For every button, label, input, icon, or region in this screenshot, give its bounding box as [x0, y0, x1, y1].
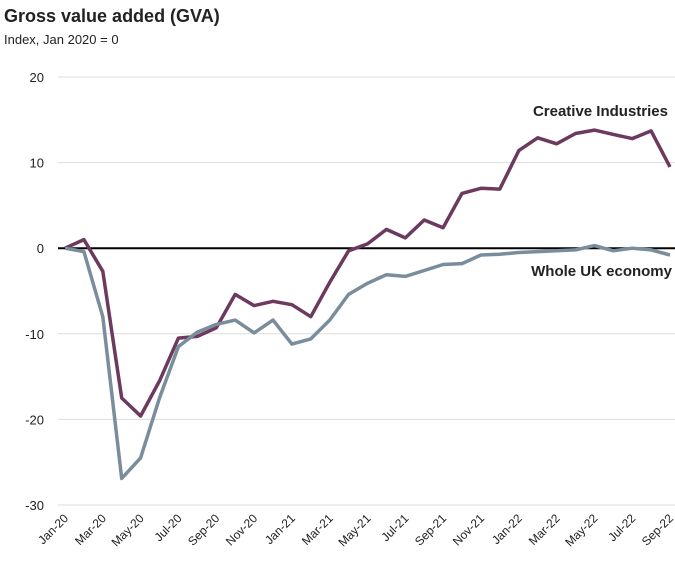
x-tick-label: Jan-21 [262, 511, 298, 547]
x-tick-label: Jul-21 [378, 511, 411, 544]
y-tick-label: 20 [30, 70, 44, 85]
x-tick-label: Jul-20 [152, 511, 185, 544]
x-tick-label: Sep-21 [412, 511, 449, 548]
series-label: Whole UK economy [531, 263, 673, 280]
series-line [64, 128, 672, 418]
x-tick-label: Sep-22 [639, 511, 675, 548]
y-tick-label: 0 [37, 241, 44, 256]
x-tick-label: Sep-20 [185, 511, 222, 548]
x-tick-label: Mar-22 [526, 511, 563, 548]
y-tick-label: -30 [25, 498, 44, 513]
y-tick-label: 10 [30, 156, 44, 171]
x-tick-label: Mar-21 [299, 511, 336, 548]
x-tick-label: Jan-22 [489, 511, 525, 547]
x-tick-label: Mar-20 [72, 511, 109, 548]
x-tick-label: May-22 [562, 511, 600, 549]
y-tick-label: -20 [25, 412, 44, 427]
x-tick-label: May-20 [109, 511, 147, 549]
x-tick-label: Jul-22 [605, 511, 638, 544]
chart-title: Gross value added (GVA) [4, 6, 220, 26]
chart-subtitle: Index, Jan 2020 = 0 [4, 32, 119, 47]
y-tick-label: -10 [25, 327, 44, 342]
series-line [64, 243, 671, 481]
x-tick-label: Nov-20 [223, 511, 260, 548]
series-label: Creative Industries [533, 103, 668, 120]
x-tick-label: May-21 [335, 511, 373, 549]
x-tick-label: Nov-21 [450, 511, 487, 548]
x-tick-label: Jan-20 [35, 511, 71, 547]
